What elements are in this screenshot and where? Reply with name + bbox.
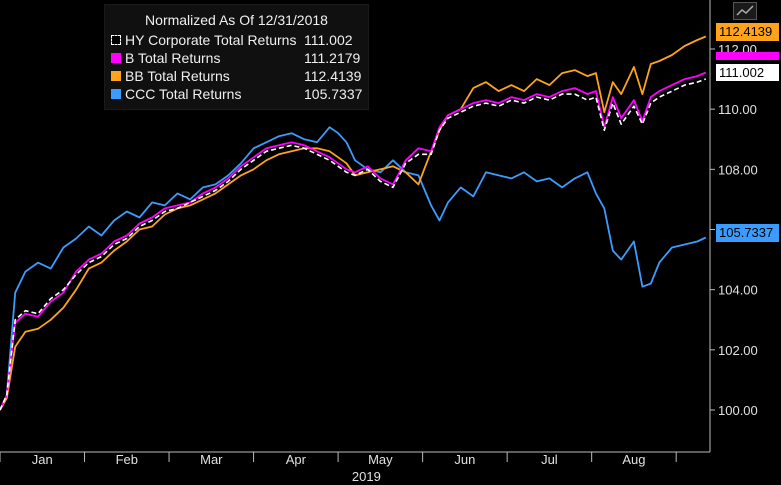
x-tick-label: Jan (32, 452, 53, 467)
legend-item-ccc[interactable]: CCC Total Returns 105.7337 (111, 86, 366, 104)
series-line-b (0, 71, 707, 411)
legend-item-bb[interactable]: BB Total Returns 112.4139 (111, 68, 366, 86)
legend-value: 111.002 (304, 32, 353, 48)
legend-value: 105.7337 (304, 86, 363, 102)
last-value-badges: 112.4139 111.002 105.7337 (716, 23, 779, 242)
legend-swatch-ccc (111, 89, 121, 99)
legend-swatch-bb (111, 71, 121, 81)
last-value-badge: 111.002 (716, 64, 779, 81)
series-line-ccc (0, 126, 707, 411)
badge-value: 112.4139 (719, 24, 772, 39)
x-tick-label: Apr (286, 452, 307, 467)
legend-value: 111.2179 (304, 50, 361, 66)
badge-background (716, 224, 779, 242)
legend-item-hy[interactable]: HY Corporate Total Returns 111.002 (111, 32, 366, 50)
badge-background (716, 52, 779, 60)
badge-background (716, 64, 779, 81)
legend-swatch-b (111, 53, 121, 63)
legend-name: CCC Total Returns (125, 86, 242, 102)
x-axis-year-label: 2019 (352, 469, 381, 484)
x-tick-label: Aug (622, 452, 645, 467)
y-tick-label: 104.00 (718, 283, 758, 298)
last-value-badge: 112.4139 (716, 23, 779, 41)
y-tick-label: 108.00 (718, 162, 758, 177)
legend-name: B Total Returns (125, 50, 221, 66)
legend-name: BB Total Returns (125, 68, 230, 84)
legend: Normalized As Of 12/31/2018 HY Corporate… (104, 4, 369, 110)
legend-name: HY Corporate Total Returns (125, 32, 297, 48)
badge-value: 105.7337 (719, 225, 773, 240)
x-tick-label: Mar (200, 452, 223, 467)
x-tick-label: Jun (454, 452, 475, 467)
badge-value: 111.002 (719, 65, 764, 80)
y-tick-label: 110.00 (718, 102, 757, 117)
series-layer (0, 35, 707, 411)
x-tick-label: Feb (116, 452, 138, 467)
legend-value: 112.4139 (304, 68, 362, 84)
series-line-hy (0, 78, 707, 411)
series-line-bb (0, 35, 707, 411)
x-tick-label: Jul (541, 452, 558, 467)
legend-item-b[interactable]: B Total Returns 111.2179 (111, 50, 366, 68)
last-value-badge: 105.7337 (716, 224, 779, 242)
line-chart-icon[interactable] (733, 2, 757, 20)
last-value-badge (716, 52, 779, 60)
badge-background (716, 23, 779, 41)
y-tick-label: 100.00 (718, 403, 758, 418)
y-tick-label: 102.00 (718, 343, 758, 358)
legend-title: Normalized As Of 12/31/2018 (145, 12, 328, 28)
x-tick-label: May (368, 452, 393, 467)
legend-swatch-hy (111, 35, 121, 45)
